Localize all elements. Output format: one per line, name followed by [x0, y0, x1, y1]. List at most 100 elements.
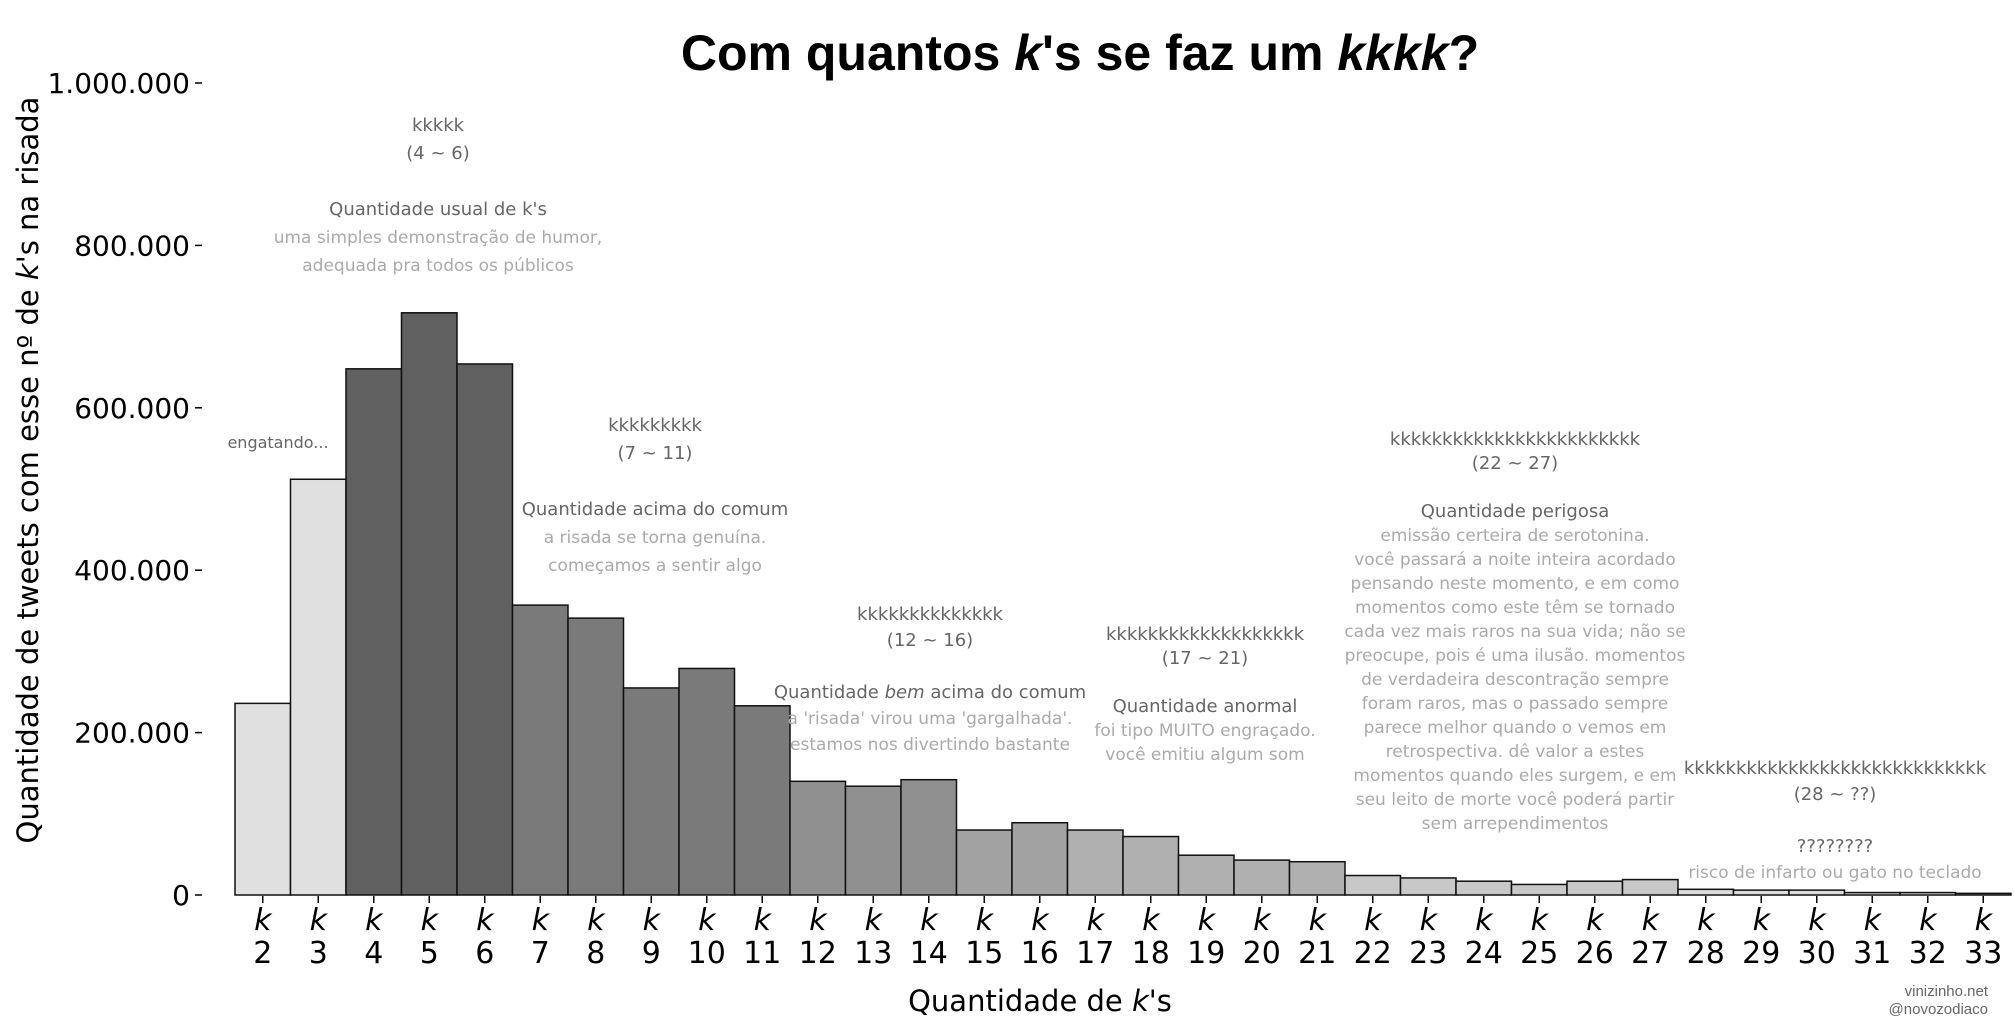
x-tick-letter: k [1864, 903, 1883, 938]
annotation-group: engatando... [227, 433, 328, 452]
x-tick-letter: k [643, 903, 662, 938]
x-tick-label: 26 [1576, 936, 1614, 971]
x-tick-label: 9 [642, 936, 661, 971]
annotation-line: retrospectiva. dê valor a estes [1386, 742, 1645, 762]
x-tick-label: 10 [688, 936, 726, 971]
annotation-line: engatando... [227, 433, 328, 452]
credit-line: vinizinho.net [1905, 983, 1989, 1000]
bar-k8 [567, 617, 625, 896]
bar-k32 [1899, 891, 1957, 896]
x-tick-letter: k [1975, 903, 1994, 938]
bar-k17 [1066, 829, 1124, 896]
credits: vinizinho.net@novozodiaco [1889, 983, 1989, 1018]
y-tick-label: 200.000 [74, 717, 190, 750]
bar-k29 [1732, 889, 1790, 896]
x-tick-label: 2 [253, 936, 272, 971]
bar-k9 [622, 687, 680, 896]
x-tick-label: 21 [1298, 936, 1336, 971]
x-tick-label: 19 [1187, 936, 1225, 971]
bar-k5 [400, 312, 458, 896]
bar-k24 [1455, 880, 1513, 896]
annotation-line: kkkkkkkkkkkkkkkkkkkkkkkk [1390, 429, 1641, 450]
annotation-line: a 'risada' virou uma 'gargalhada'. [788, 709, 1073, 729]
bar-k33 [1954, 892, 2012, 896]
y-axis: 0 200.000 400.000 600.000 800.000 1.000.000 [47, 67, 202, 912]
bar-k15 [955, 829, 1013, 896]
x-tick-letter: k [310, 903, 329, 938]
annotation-line: Quantidade perigosa [1421, 501, 1610, 522]
x-tick-letter: k [920, 903, 939, 938]
bar-k21 [1288, 860, 1346, 896]
x-axis-label: Quantidade de k's [908, 984, 1172, 1018]
x-axis: k2k3k4k5k6k7k8k9k10k11k12k13k14k15k16k17… [253, 896, 2002, 971]
annotation-line: você passará a noite inteira acordado [1354, 550, 1675, 570]
annotation-line: foi tipo MUITO engraçado. [1094, 721, 1315, 741]
annotation-line: ???????? [1797, 836, 1873, 857]
x-tick-label: 31 [1853, 936, 1891, 971]
annotation-line: (17 ~ 21) [1162, 648, 1248, 669]
x-tick-letter: k [1087, 903, 1106, 938]
x-tick-label: 28 [1687, 936, 1725, 971]
bar-k12 [789, 780, 847, 896]
bar-k20 [1233, 859, 1291, 896]
annotation-line: kkkkkkkkkkkkkkkkkkk [1106, 624, 1305, 645]
bar-k26 [1566, 880, 1624, 896]
bar-k27 [1621, 878, 1679, 896]
x-tick-letter: k [1586, 903, 1605, 938]
annotation-line: de verdadeira descontração sempre [1361, 670, 1669, 690]
x-tick-label: 25 [1520, 936, 1558, 971]
annotation-line: adequada pra todos os públicos [302, 256, 574, 276]
credit-line: @novozodiaco [1889, 1001, 1988, 1018]
annotation-group: kkkkkkkkkkkkkkkkkkkkkkkkkkkkk (28 ~ ??)??… [1684, 758, 1987, 883]
x-tick-letter: k [365, 903, 384, 938]
annotation-line: sem arrependimentos [1422, 814, 1609, 834]
annotation-line: kkkkkkkkkkkkkk [857, 604, 1004, 625]
x-tick-letter: k [476, 903, 495, 938]
annotation-line: (7 ~ 11) [618, 443, 693, 464]
annotation-line: Quantidade anormal [1113, 696, 1298, 717]
x-tick-label: 24 [1465, 936, 1503, 971]
bar-k19 [1177, 854, 1235, 896]
annotation-line: Quantidade usual de k's [329, 199, 547, 220]
x-tick-letter: k [1198, 903, 1217, 938]
annotation-line: emissão certeira de serotonina. [1380, 526, 1649, 546]
annotation-line: foram raros, mas o passado sempre [1362, 694, 1669, 714]
bar-k31 [1843, 891, 1901, 896]
x-tick-letter: k [754, 903, 773, 938]
x-tick-label: 15 [965, 936, 1003, 971]
x-tick-letter: k [1642, 903, 1661, 938]
x-tick-letter: k [698, 903, 717, 938]
bar-k13 [844, 785, 902, 896]
annotation-group: kkkkkkkkkkkkkk (12 ~ 16) Quantidade bem ac… [774, 604, 1086, 755]
annotation-line: kkkkk [412, 115, 465, 136]
bar-k4 [345, 368, 403, 896]
annotation-group: kkkkk (4 ~ 6) Quantidade usual de k's uma s… [274, 115, 603, 276]
bar-k6 [456, 363, 514, 896]
x-tick-letter: k [532, 903, 551, 938]
x-tick-letter: k [976, 903, 995, 938]
bar-k10 [678, 667, 736, 896]
annotation-line: (4 ~ 6) [406, 143, 469, 164]
x-tick-letter: k [1753, 903, 1772, 938]
x-tick-letter: k [809, 903, 828, 938]
x-tick-label: 32 [1909, 936, 1947, 971]
x-tick-letter: k [1808, 903, 1827, 938]
annotation-line: preocupe, pois é uma ilusão. momentos [1345, 646, 1686, 666]
annotation-line: kkkkkkkkk [608, 415, 702, 436]
x-tick-letter: k [1309, 903, 1328, 938]
bars [234, 312, 2012, 896]
annotation-line: momentos como este têm se tornado [1355, 598, 1675, 618]
annotation-line: pensando neste momento, e em como [1351, 574, 1680, 594]
y-tick-label: 400.000 [74, 554, 190, 587]
annotation-line: parece melhor quando o vemos em [1364, 718, 1667, 738]
bar-k28 [1677, 888, 1735, 896]
x-tick-label: 3 [309, 936, 328, 971]
x-tick-label: 29 [1742, 936, 1780, 971]
annotation-line: risco de infarto ou gato no teclado [1688, 863, 1981, 883]
bar-k3 [289, 478, 347, 896]
x-tick-label: 8 [586, 936, 605, 971]
x-tick-letter: k [587, 903, 606, 938]
bar-k25 [1510, 883, 1568, 896]
bar-k16 [1011, 821, 1069, 896]
